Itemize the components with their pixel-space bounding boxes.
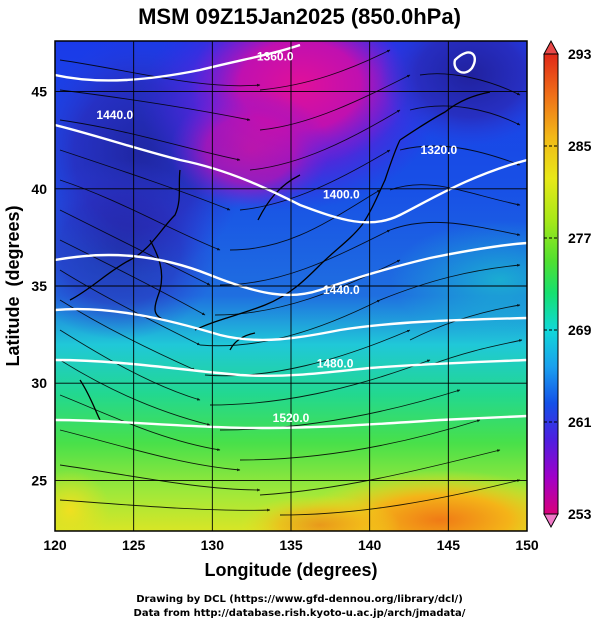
temperature-field: [55, 41, 527, 531]
x-tick-label: 140: [358, 537, 382, 553]
colorbar-lower-extension: [543, 513, 559, 529]
colorbar-scale: [543, 53, 559, 515]
contour-label: 1400.0: [323, 188, 360, 202]
x-axis-label: Longitude (degrees): [204, 560, 377, 580]
x-tick-label: 135: [279, 537, 303, 553]
contour-label: 1440.0: [96, 108, 133, 122]
y-tick-label: 30: [31, 375, 47, 391]
x-tick-label: 120: [43, 537, 67, 553]
x-axis-ticks: 120 125 130 135 140 145 150: [43, 537, 539, 553]
height-contours: [55, 43, 527, 430]
credit-data-source: Data from http://database.rish.kyoto-u.a…: [133, 608, 466, 619]
contour-label: 1480.0: [317, 357, 354, 371]
colorbar-tick-label: 293: [568, 46, 592, 62]
contour-label: 1440.0: [323, 283, 360, 297]
contour-label: 1320.0: [421, 143, 458, 157]
colorbar-tick-label: 285: [568, 138, 592, 154]
colorbar-upper-extension: [543, 39, 559, 55]
y-tick-label: 40: [31, 181, 47, 197]
colorbar: 293 285 277 269 261 253: [543, 39, 592, 529]
y-axis-ticks: 25 30 35 40 45: [31, 84, 47, 489]
contour-label: 1520.0: [273, 411, 310, 425]
contour-labels: 1440.0 1360.0 1320.0 1400.0 1440.0 1480.0 1520…: [96, 49, 457, 425]
contour-label: 1360.0: [257, 49, 294, 63]
colorbar-tick-label: 277: [568, 230, 592, 246]
plot-frame: [54, 40, 528, 532]
y-tick-label: 45: [31, 84, 47, 100]
x-tick-label: 125: [122, 537, 146, 553]
coastlines: [69, 91, 491, 421]
colorbar-tick-label: 253: [568, 506, 592, 522]
figure-title: MSM 09Z15Jan2025 (850.0hPa): [138, 4, 461, 29]
colorbar-tick-label: 261: [568, 414, 592, 430]
x-tick-label: 130: [201, 537, 225, 553]
x-tick-label: 145: [437, 537, 461, 553]
colorbar-tick-label: 269: [568, 322, 592, 338]
y-axis-label: Latitude (degrees): [3, 205, 23, 366]
x-tick-label: 150: [515, 537, 539, 553]
y-tick-label: 25: [31, 472, 47, 488]
colorbar-ticks: 293 285 277 269 261 253: [544, 46, 592, 522]
y-tick-label: 35: [31, 278, 47, 294]
credit-drawing: Drawing by DCL (https://www.gfd-dennou.o…: [136, 594, 463, 605]
wind-streamlines: [59, 49, 523, 516]
